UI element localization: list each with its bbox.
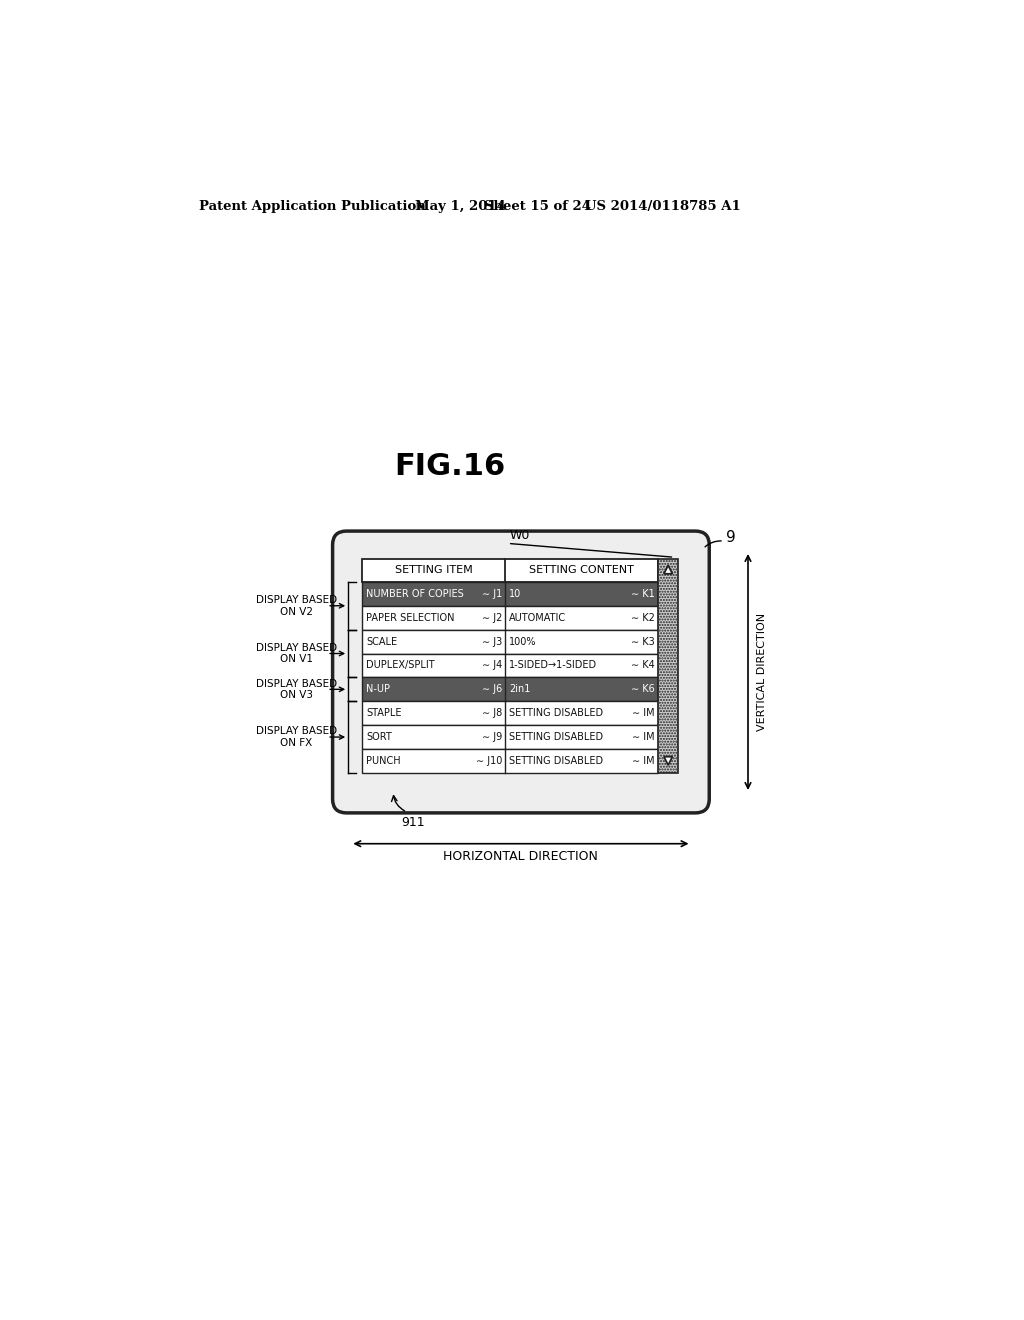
Bar	[658, 558, 678, 774]
Text: PAPER SELECTION: PAPER SELECTION	[366, 612, 455, 623]
Text: SETTING ITEM: SETTING ITEM	[395, 565, 473, 576]
Text: ∼ J4: ∼ J4	[482, 660, 503, 671]
Text: ∼ J8: ∼ J8	[482, 709, 503, 718]
Text: DUPLEX/SPLIT: DUPLEX/SPLIT	[366, 660, 434, 671]
Text: N-UP: N-UP	[366, 684, 390, 694]
Text: SCALE: SCALE	[366, 636, 397, 647]
Text: SETTING DISABLED: SETTING DISABLED	[509, 756, 603, 766]
Polygon shape	[664, 565, 673, 574]
Text: 911: 911	[400, 816, 424, 829]
Polygon shape	[664, 756, 673, 766]
Text: SETTING DISABLED: SETTING DISABLED	[509, 709, 603, 718]
Text: SORT: SORT	[366, 733, 391, 742]
Text: ∼ K6: ∼ K6	[631, 684, 655, 694]
Text: ∼ IM: ∼ IM	[633, 709, 655, 718]
Text: 2in1: 2in1	[509, 684, 530, 694]
Bar	[362, 653, 658, 677]
Bar	[362, 701, 658, 725]
Text: 10: 10	[509, 589, 521, 599]
FancyBboxPatch shape	[333, 531, 710, 813]
Text: ∼ K1: ∼ K1	[631, 589, 655, 599]
Text: DISPLAY BASED
ON V3: DISPLAY BASED ON V3	[256, 678, 337, 700]
Text: ∼ J6: ∼ J6	[482, 684, 503, 694]
Text: ∼ J2: ∼ J2	[482, 612, 503, 623]
Text: ∼ J1: ∼ J1	[482, 589, 503, 599]
Text: ∼ IM: ∼ IM	[633, 733, 655, 742]
Text: ∼ IM: ∼ IM	[633, 756, 655, 766]
Text: 9: 9	[726, 529, 736, 545]
Text: AUTOMATIC: AUTOMATIC	[509, 612, 566, 623]
Text: HORIZONTAL DIRECTION: HORIZONTAL DIRECTION	[443, 850, 598, 863]
Text: PUNCH: PUNCH	[366, 756, 400, 766]
Bar	[362, 606, 658, 630]
Text: US 2014/0118785 A1: US 2014/0118785 A1	[586, 199, 741, 213]
Text: ∼ J3: ∼ J3	[482, 636, 503, 647]
Text: ∼ J9: ∼ J9	[482, 733, 503, 742]
Bar	[362, 558, 658, 582]
Bar	[362, 677, 658, 701]
Text: 100%: 100%	[509, 636, 537, 647]
Text: SETTING CONTENT: SETTING CONTENT	[529, 565, 634, 576]
Text: NUMBER OF COPIES: NUMBER OF COPIES	[366, 589, 464, 599]
Bar	[362, 630, 658, 653]
Text: May 1, 2014: May 1, 2014	[415, 199, 506, 213]
Text: W0: W0	[509, 529, 529, 543]
Text: ∼ K4: ∼ K4	[631, 660, 655, 671]
Text: VERTICAL DIRECTION: VERTICAL DIRECTION	[758, 612, 767, 731]
Text: SETTING DISABLED: SETTING DISABLED	[509, 733, 603, 742]
Text: Sheet 15 of 24: Sheet 15 of 24	[484, 199, 592, 213]
Text: FIG.16: FIG.16	[394, 451, 505, 480]
Text: STAPLE: STAPLE	[366, 709, 401, 718]
Bar	[362, 582, 658, 606]
Text: ∼ K3: ∼ K3	[631, 636, 655, 647]
Bar	[362, 725, 658, 748]
Bar	[362, 748, 658, 774]
Text: ∼ J10: ∼ J10	[476, 756, 503, 766]
Text: 1-SIDED→1-SIDED: 1-SIDED→1-SIDED	[509, 660, 597, 671]
Text: DISPLAY BASED
ON V2: DISPLAY BASED ON V2	[256, 595, 337, 616]
Text: ∼ K2: ∼ K2	[631, 612, 655, 623]
Text: DISPLAY BASED
ON FX: DISPLAY BASED ON FX	[256, 726, 337, 748]
Text: DISPLAY BASED
ON V1: DISPLAY BASED ON V1	[256, 643, 337, 664]
Text: Patent Application Publication: Patent Application Publication	[200, 199, 426, 213]
